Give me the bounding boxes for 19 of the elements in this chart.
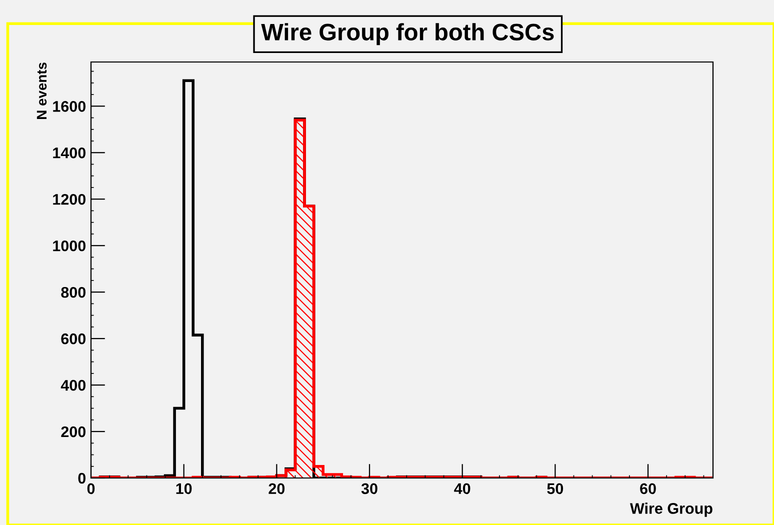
chart-title: Wire Group for both CSCs: [261, 23, 554, 46]
x-tick-label: 30: [361, 483, 378, 494]
y-tick-label: 800: [61, 286, 86, 298]
x-tick-label: 40: [454, 483, 470, 494]
y-tick-label: 1400: [53, 148, 86, 158]
x-tick-label: 20: [268, 483, 285, 494]
x-axis-title: Wire Group: [630, 502, 712, 517]
y-tick-label: 200: [61, 426, 86, 438]
y-tick-label: 600: [61, 333, 86, 344]
x-tick-label: 60: [640, 483, 656, 494]
y-tick-label: 400: [60, 380, 86, 391]
y-axis-title: N events: [36, 62, 47, 119]
y-tick-label: 1000: [53, 240, 86, 252]
x-tick-label: 50: [547, 483, 564, 494]
y-tick-label: 1200: [53, 194, 86, 205]
x-tick-label: 0: [87, 483, 95, 494]
y-tick-label: 0: [78, 472, 86, 484]
x-tick-label: 10: [176, 483, 192, 494]
y-tick-label: 1600: [53, 101, 86, 112]
